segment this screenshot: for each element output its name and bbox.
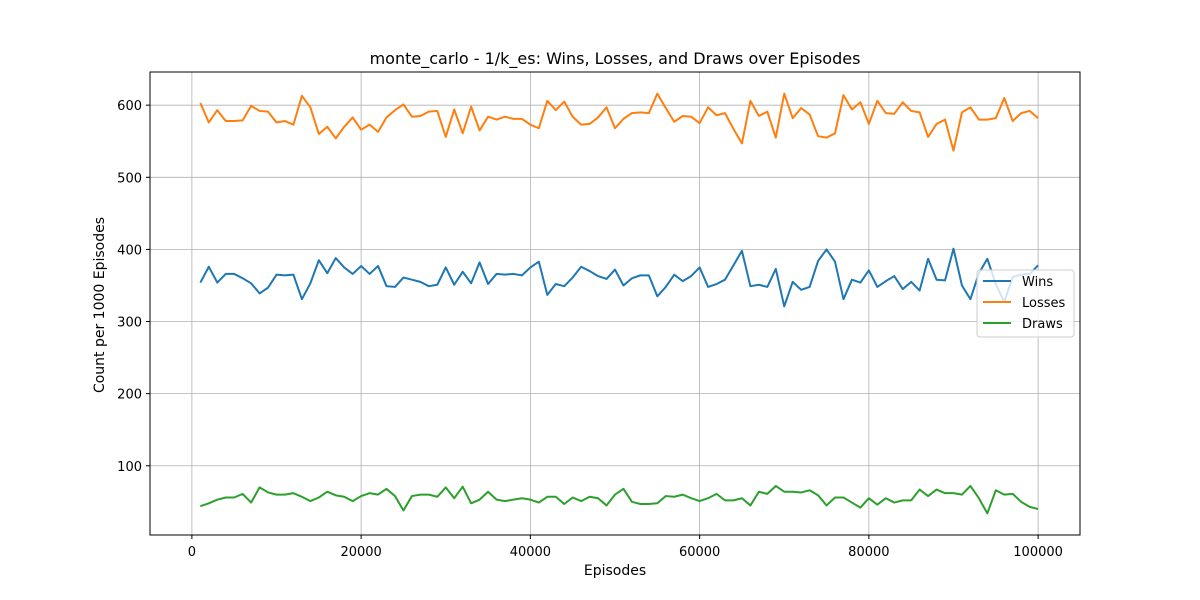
x-tick-label: 80000 [848,545,889,560]
y-tick-label: 500 [117,171,142,186]
legend-box [976,269,1075,338]
x-axis-label: Episodes [584,563,646,579]
legend-label-wins: Wins [1022,275,1053,290]
x-tick-label: 100000 [1013,545,1063,560]
y-tick-label: 200 [117,388,142,403]
x-tick-label: 60000 [679,545,720,560]
y-tick-label: 600 [117,99,142,114]
x-tick-label: 40000 [510,545,551,560]
y-tick-label: 300 [117,316,142,331]
series-line-losses [199,92,1039,152]
x-tick-label: 20000 [340,545,381,560]
chart-title: monte_carlo - 1/k_es: Wins, Losses, and … [370,49,861,69]
series-line-draws [200,484,1039,515]
plot-area: 0 20000 40000 60000 80000 100000 100 200 300 400 5… [117,71,1081,560]
y-axis-label: Count per 1000 Episodes [92,217,108,393]
y-tick-label: 400 [117,243,142,258]
legend-label-losses: Losses [1022,296,1066,311]
legend-label-draws: Draws [1022,317,1063,332]
series-line-wins [199,247,1039,308]
x-tick-label: 0 [188,545,196,560]
legend: Wins Losses Draws [976,269,1075,338]
plot-frame [149,71,1081,536]
y-tick-label: 100 [117,460,142,475]
